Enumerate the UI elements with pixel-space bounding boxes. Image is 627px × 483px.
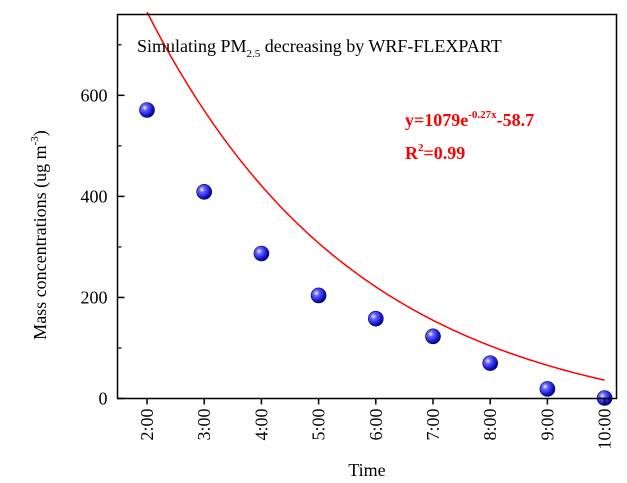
x-tick-label: 7:00 (423, 409, 443, 441)
x-axis: 2:00 3:00 4:00 5:00 6:00 7:00 8:00 9:00 10:00 (137, 398, 615, 450)
y-axis-title: Mass concentrations (ug m-3) (29, 130, 51, 340)
x-tick-label: 4:00 (251, 409, 271, 441)
annotation-text: Simulating PM2.5 decreasing by WRF-FLEXP… (137, 36, 502, 60)
x-tick-label: 8:00 (480, 409, 500, 441)
y-tick-label: 200 (81, 287, 108, 307)
plot-frame (116, 13, 618, 400)
data-point (425, 328, 441, 345)
x-tick-label: 5:00 (309, 409, 329, 441)
x-tick-label: 3:00 (194, 409, 214, 441)
y-tick-label: 600 (81, 85, 108, 105)
x-axis-title: Time (348, 460, 385, 480)
y-axis: 0 200 400 600 (81, 44, 125, 409)
data-point (196, 184, 212, 200)
data-point (367, 310, 384, 327)
y-tick-label: 400 (81, 186, 108, 206)
data-point (310, 287, 327, 304)
data-point (482, 355, 499, 371)
data-points-layer (139, 102, 613, 406)
x-tick-label: 10:00 (595, 409, 615, 450)
fit-curve (146, 11, 605, 381)
x-tick-label: 9:00 (537, 409, 557, 441)
fit-curve-layer (146, 11, 605, 381)
x-tick-label: 6:00 (366, 409, 386, 441)
fit-r-squared: R2=0.99 (405, 142, 465, 163)
fit-equation: y=1079e-0.27x-58.7 (405, 109, 534, 130)
data-point (253, 245, 270, 262)
y-tick-label: 0 (99, 389, 108, 409)
data-point (539, 381, 556, 397)
x-tick-label: 2:00 (137, 409, 157, 441)
data-point (139, 102, 155, 118)
